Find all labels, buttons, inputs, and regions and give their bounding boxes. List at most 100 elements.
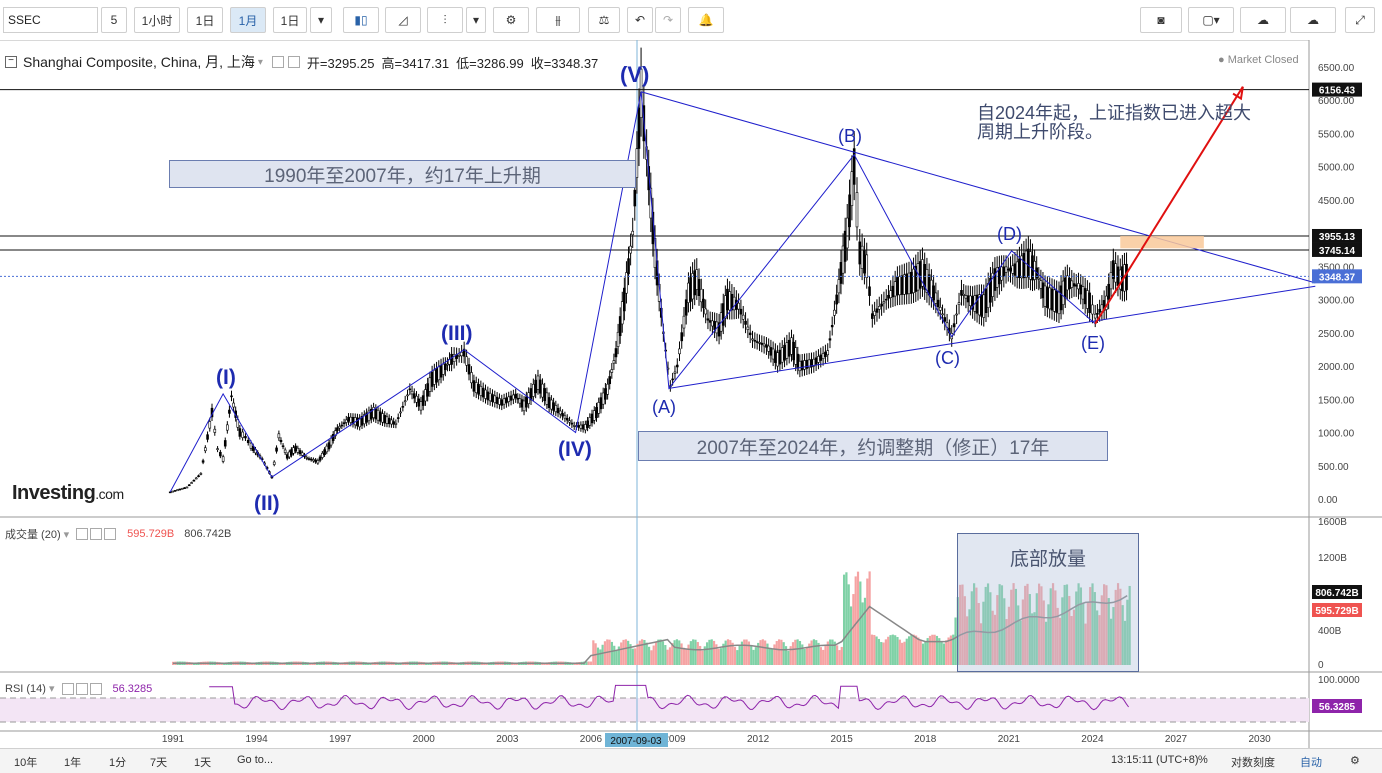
time-tick-label: 1991 bbox=[162, 734, 185, 745]
collapse-icon[interactable]: − bbox=[5, 56, 17, 68]
price-bar bbox=[545, 392, 549, 405]
cloud-download-icon[interactable]: ☁ bbox=[1240, 7, 1286, 33]
percent-toggle[interactable]: % bbox=[1198, 754, 1208, 766]
volume-bar bbox=[1075, 591, 1078, 665]
volume-bar bbox=[921, 643, 925, 665]
price-bar bbox=[833, 309, 836, 316]
price-bar bbox=[704, 308, 708, 315]
auto-scale-toggle[interactable]: 自动 bbox=[1300, 757, 1322, 769]
range-7d[interactable]: 7天 bbox=[150, 757, 168, 769]
interval-5[interactable]: 5 bbox=[101, 7, 127, 33]
interval-1d[interactable]: 1日 bbox=[187, 7, 223, 33]
price-badge-top-bg bbox=[1312, 82, 1362, 97]
alert-icon[interactable]: 🔔 bbox=[688, 7, 724, 33]
log-scale-toggle[interactable]: 对数刻度 bbox=[1231, 757, 1275, 769]
volume-bar bbox=[952, 634, 955, 665]
price-bar bbox=[898, 276, 902, 296]
volume-bar bbox=[738, 645, 741, 665]
price-bar bbox=[737, 302, 740, 310]
chevron-down-icon[interactable]: ▾ bbox=[257, 56, 263, 68]
redo-icon[interactable]: ↷ bbox=[655, 7, 681, 33]
triangle-line-0 bbox=[640, 91, 1316, 284]
range-10y[interactable]: 10年 bbox=[14, 757, 38, 769]
price-bar bbox=[385, 416, 389, 424]
crosshair-date-badge bbox=[605, 733, 668, 747]
cloud-upload-icon[interactable]: ☁ bbox=[1290, 7, 1336, 33]
layout-icon[interactable]: ▢▾ bbox=[1188, 7, 1234, 33]
volume-bar bbox=[928, 635, 932, 665]
price-bar bbox=[327, 442, 331, 450]
wave-label-V: (V) bbox=[620, 62, 650, 87]
volume-bar bbox=[810, 640, 813, 665]
volume-bar bbox=[673, 640, 676, 665]
area-chart-icon[interactable]: ◿ bbox=[385, 7, 421, 33]
volume-bar bbox=[873, 634, 876, 665]
price-bar bbox=[216, 448, 219, 450]
price-bar bbox=[1096, 312, 1099, 315]
eye-icon[interactable] bbox=[61, 682, 74, 695]
undo-icon[interactable]: ↶ bbox=[627, 7, 653, 33]
gear-icon[interactable] bbox=[287, 56, 300, 68]
volume-bar bbox=[773, 644, 776, 665]
fullscreen-icon[interactable]: ⤢ bbox=[1345, 7, 1375, 33]
eye-icon[interactable] bbox=[271, 56, 284, 68]
volume-bar bbox=[777, 639, 781, 665]
price-bar bbox=[479, 385, 483, 396]
wave-label-IV: (IV) bbox=[558, 438, 592, 461]
price-bar bbox=[1086, 290, 1089, 309]
price-bar bbox=[173, 490, 177, 492]
camera-icon[interactable]: ◙ bbox=[1140, 7, 1182, 33]
volume-tick-label: 1600B bbox=[1318, 517, 1347, 528]
price-badge-2: 3745.14 bbox=[1319, 246, 1356, 257]
range-1min[interactable]: 1分 bbox=[109, 757, 127, 769]
range-1d[interactable]: 1天 bbox=[194, 757, 212, 769]
price-bar bbox=[1022, 253, 1026, 279]
gear-icon[interactable]: ⚙ bbox=[493, 7, 529, 33]
chevron-down-icon[interactable]: ▾ bbox=[466, 7, 486, 33]
volume-bar bbox=[666, 649, 669, 665]
volume-bar bbox=[757, 642, 760, 665]
price-bar bbox=[835, 294, 838, 305]
volume-bar bbox=[1086, 601, 1089, 665]
volume-bar bbox=[1063, 584, 1066, 665]
symbol-input[interactable]: SSEC bbox=[3, 7, 98, 33]
volume-bar bbox=[1103, 584, 1106, 665]
candlestick-icon[interactable]: ▮▯ bbox=[343, 7, 379, 33]
volume-bar bbox=[1044, 621, 1048, 665]
price-bar bbox=[728, 291, 731, 311]
price-bar bbox=[561, 413, 564, 417]
volume-bar bbox=[917, 637, 920, 665]
price-bar bbox=[893, 281, 897, 297]
chart-canvas[interactable]: 6500.006000.005500.005000.004500.004000.… bbox=[0, 40, 1382, 748]
annotation-note: 自2024年起，上证指数已进入超大周期上升阶段。 bbox=[977, 103, 1252, 142]
interval-dropdown[interactable]: 1日 bbox=[273, 7, 307, 33]
close-icon[interactable] bbox=[89, 682, 102, 695]
gear-icon[interactable] bbox=[75, 682, 88, 695]
range-1y[interactable]: 1年 bbox=[64, 757, 82, 769]
gear-icon[interactable] bbox=[90, 528, 103, 540]
price-bar bbox=[960, 290, 963, 296]
chevron-down-icon[interactable]: ▾ bbox=[63, 528, 70, 541]
scale-icon[interactable]: ⚖ bbox=[588, 7, 620, 33]
gear-icon[interactable]: ⚙ bbox=[1350, 755, 1360, 767]
price-bar bbox=[1081, 286, 1085, 300]
volume-bar bbox=[643, 639, 646, 665]
interval-1m[interactable]: 1月 bbox=[230, 7, 266, 33]
price-bar bbox=[845, 217, 849, 249]
chevron-down-icon[interactable]: ▾ bbox=[310, 7, 332, 33]
price-bar bbox=[1079, 284, 1083, 295]
time-tick-label: 2009 bbox=[663, 734, 686, 745]
rsi-badge-bg bbox=[1312, 699, 1362, 713]
close-icon[interactable] bbox=[104, 528, 117, 540]
interval-1h[interactable]: 1小时 bbox=[134, 7, 180, 33]
price-bar bbox=[180, 488, 184, 490]
price-bar bbox=[941, 313, 944, 316]
volume-bar bbox=[979, 623, 983, 665]
chevron-down-icon[interactable]: ▾ bbox=[48, 683, 55, 695]
compare-icon[interactable]: ⫵ bbox=[536, 7, 580, 33]
price-bar bbox=[966, 295, 970, 303]
volume-bar bbox=[968, 609, 971, 665]
goto-button[interactable]: Go to... bbox=[237, 754, 274, 766]
indicators-icon[interactable]: ⫶ bbox=[427, 7, 463, 33]
eye-icon[interactable] bbox=[76, 528, 89, 540]
